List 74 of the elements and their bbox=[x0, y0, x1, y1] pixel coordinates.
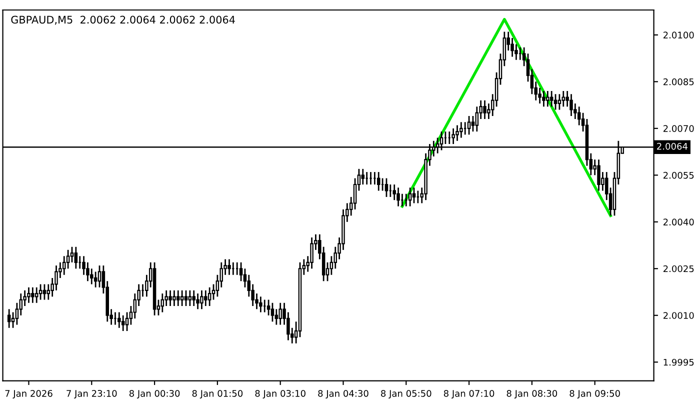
candlestick bbox=[274, 308, 278, 326]
candlestick bbox=[38, 284, 42, 300]
candlestick bbox=[239, 262, 243, 282]
candlestick bbox=[188, 290, 192, 307]
y-tick-label: 2.0040 bbox=[663, 218, 694, 226]
candlestick bbox=[361, 168, 365, 186]
candlestick bbox=[483, 100, 486, 120]
candlestick bbox=[228, 258, 231, 276]
candlestick bbox=[196, 292, 200, 310]
candlestick bbox=[27, 286, 30, 304]
candlestick bbox=[396, 186, 400, 207]
y-tick-label: 2.0070 bbox=[663, 125, 694, 132]
candlestick bbox=[259, 296, 262, 313]
candlestick bbox=[542, 90, 546, 108]
y-tick-label: 2.0055 bbox=[663, 172, 694, 179]
candlestick bbox=[550, 90, 554, 108]
candlestick bbox=[180, 290, 184, 307]
candlestick bbox=[7, 308, 11, 329]
candlestick bbox=[184, 290, 188, 307]
candlestick bbox=[98, 264, 102, 288]
candlestick bbox=[121, 314, 125, 332]
candlestick bbox=[546, 90, 550, 108]
candlestick bbox=[562, 90, 566, 108]
chart-title: GBPAUD,M5 2.0062 2.0064 2.0062 2.0064 bbox=[11, 16, 235, 25]
candlestick bbox=[384, 178, 388, 198]
x-tick-label: 8 Jan 08:30 bbox=[506, 390, 558, 398]
x-tick-label: 8 Jan 07:10 bbox=[444, 390, 494, 398]
candlestick bbox=[160, 292, 164, 313]
candlestick bbox=[11, 312, 15, 329]
candlestick bbox=[412, 186, 416, 204]
y-tick-label: 2.0025 bbox=[663, 265, 694, 272]
candlestick bbox=[452, 128, 455, 145]
candlestick bbox=[192, 290, 196, 307]
candlestick bbox=[467, 115, 471, 136]
y-tick-label: 2.0010 bbox=[663, 312, 694, 319]
candlestick bbox=[558, 93, 562, 110]
x-tick-label: 7 Jan 2026 bbox=[5, 390, 52, 398]
x-tick-label: 8 Jan 09:50 bbox=[570, 390, 620, 398]
candlestick bbox=[74, 246, 78, 270]
candlestick bbox=[554, 93, 558, 110]
candlestick bbox=[172, 290, 176, 307]
candlestick bbox=[471, 115, 475, 132]
candlestick bbox=[460, 121, 463, 138]
candlestick bbox=[118, 312, 121, 329]
x-tick-label: 8 Jan 05:50 bbox=[381, 390, 432, 398]
candlestick bbox=[270, 302, 274, 322]
candlestick bbox=[577, 106, 581, 126]
ref-line-label: 2.0064 bbox=[657, 142, 688, 150]
x-tick-label: 8 Jan 01:50 bbox=[192, 390, 243, 398]
candlestick bbox=[42, 284, 46, 300]
candlestick bbox=[204, 290, 208, 307]
candlestick bbox=[278, 302, 282, 326]
candlestick bbox=[94, 271, 98, 288]
candlestick bbox=[408, 186, 412, 207]
candlestick bbox=[570, 93, 573, 117]
candlestick bbox=[376, 171, 380, 192]
x-tick-label: 7 Jan 23:10 bbox=[66, 390, 117, 398]
x-tick-label: 8 Jan 03:10 bbox=[255, 390, 306, 398]
candlestick bbox=[176, 290, 180, 307]
y-tick-label: 2.0085 bbox=[663, 78, 694, 86]
x-tick-label: 8 Jan 00:30 bbox=[129, 390, 180, 398]
candlestick bbox=[597, 158, 600, 192]
candlestick bbox=[266, 299, 270, 316]
candlestick bbox=[456, 124, 459, 142]
y-tick-label: 1.9995 bbox=[664, 358, 694, 366]
candlestick bbox=[125, 312, 129, 332]
candlestick bbox=[208, 286, 212, 307]
y-tick-label: 2.0100 bbox=[663, 32, 694, 38]
candlestick bbox=[310, 236, 314, 270]
candlestick bbox=[200, 290, 204, 310]
candlestick bbox=[168, 290, 172, 307]
candlestick bbox=[31, 286, 34, 304]
candlestick bbox=[34, 286, 38, 304]
x-tick-label: 8 Jan 04:30 bbox=[318, 390, 368, 398]
